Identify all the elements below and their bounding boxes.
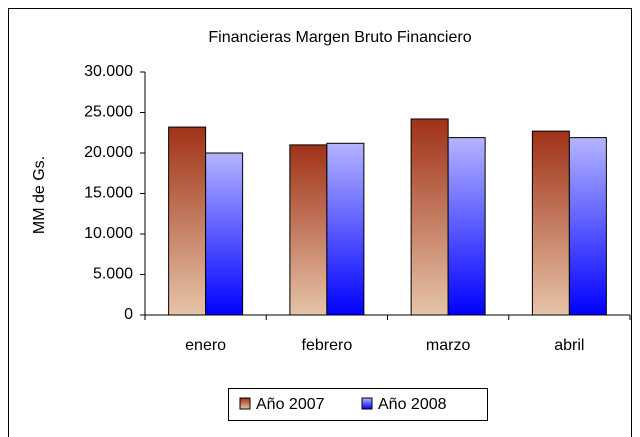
legend-label: Año 2007 xyxy=(256,396,325,413)
y-tick-label: 10.000 xyxy=(84,225,133,242)
x-tick-label: abril xyxy=(554,337,584,354)
chart-title: Financieras Margen Bruto Financiero xyxy=(208,29,471,46)
bar xyxy=(410,118,449,316)
legend-swatch xyxy=(239,397,251,410)
bar xyxy=(531,130,570,316)
y-tick-label: 15.000 xyxy=(84,185,133,202)
legend-swatch xyxy=(361,397,373,410)
bar xyxy=(568,137,607,316)
bar xyxy=(289,144,328,316)
y-tick-label: 20.000 xyxy=(84,144,133,161)
x-tick-label: marzo xyxy=(426,337,471,354)
x-tick-label: enero xyxy=(185,337,226,354)
bar xyxy=(205,152,244,316)
legend-box xyxy=(228,388,488,421)
y-axis-label: MM de Gs. xyxy=(31,156,48,234)
y-tick-label: 25.000 xyxy=(84,104,133,121)
y-tick-label: 30.000 xyxy=(84,63,133,80)
legend-label: Año 2008 xyxy=(378,396,447,413)
x-tick-label: febrero xyxy=(302,337,353,354)
bar xyxy=(168,126,207,316)
bar xyxy=(326,142,365,316)
y-tick-label: 5.000 xyxy=(93,266,133,283)
bar xyxy=(447,137,486,316)
y-tick-label: 0 xyxy=(124,306,133,323)
